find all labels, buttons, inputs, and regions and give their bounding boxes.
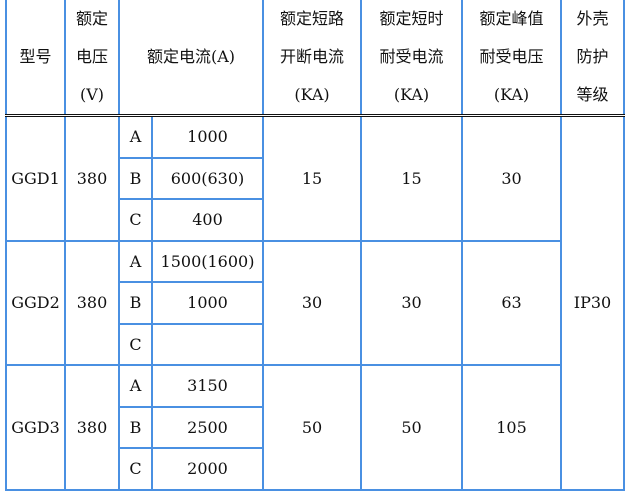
table-row: GGD2 380 A 1500(1600) 30 30 63: [5, 239, 624, 366]
table-row: C 400: [6, 198, 624, 242]
table-row: C: [6, 322, 624, 366]
grade-cell: A: [118, 239, 153, 283]
current-cell: 400: [151, 198, 264, 242]
voltage-cell: 380: [64, 239, 120, 366]
short-cell: 15: [360, 114, 463, 242]
table-row: B 2500: [6, 405, 624, 449]
header-current: 额定电流(A): [118, 0, 264, 117]
header-peak: 额定峰值 耐受电压 (KA): [461, 0, 562, 117]
ip-cell: IP30: [560, 114, 625, 491]
short-cell: 30: [360, 239, 463, 366]
peak-cell: 105: [461, 364, 562, 491]
current-cell: [151, 322, 264, 366]
grade-cell: C: [118, 447, 153, 491]
table-row: GGD3 380 A 3150 50 50 105: [5, 364, 624, 491]
current-cell: 1000: [151, 114, 264, 159]
grade-cell: B: [118, 405, 153, 449]
spec-table: 型号 额定 电压 (V) 额定电流(A) 额定短路 开断电流 (KA) 额定短时 耐受电流…: [5, 0, 625, 491]
table-row: GGD1 380 A 1000 15 15 30 IP30: [5, 114, 625, 491]
grade-cell: A: [118, 114, 153, 159]
header-short: 额定短时 耐受电流 (KA): [360, 0, 463, 117]
break-cell: 30: [262, 239, 362, 366]
model-cell: GGD1: [5, 114, 66, 242]
grade-cell: C: [118, 198, 153, 242]
voltage-cell: 380: [64, 114, 120, 242]
grade-cell: A: [118, 364, 153, 408]
model-cell: GGD2: [5, 239, 66, 366]
table-row: B 600(630): [6, 156, 624, 200]
current-cell: 3150: [151, 364, 264, 408]
grade-cell: B: [118, 156, 153, 200]
current-cell: 2500: [151, 405, 264, 449]
break-cell: 50: [262, 364, 362, 491]
header-ip: 外壳 防护 等级: [560, 0, 625, 117]
header-voltage: 额定 电压 (V): [64, 0, 120, 117]
header-model: 型号: [5, 0, 66, 117]
voltage-cell: 380: [64, 364, 120, 491]
short-cell: 50: [360, 364, 463, 491]
table-row: B 1000: [6, 281, 624, 325]
current-cell: 1500(1600): [151, 239, 264, 283]
current-cell: 600(630): [151, 156, 264, 200]
peak-cell: 63: [461, 239, 562, 366]
current-cell: 1000: [151, 281, 264, 325]
header-break: 额定短路 开断电流 (KA): [262, 0, 362, 117]
grade-cell: B: [118, 281, 153, 325]
table-row: C 2000: [6, 447, 624, 491]
peak-cell: 30: [461, 114, 562, 242]
header-row: 型号 额定 电压 (V) 额定电流(A) 额定短路 开断电流 (KA) 额定短时 耐受电流…: [5, 0, 625, 117]
break-cell: 15: [262, 114, 362, 242]
current-cell: 2000: [151, 447, 264, 491]
model-cell: GGD3: [5, 364, 66, 491]
grade-cell: C: [118, 322, 153, 366]
